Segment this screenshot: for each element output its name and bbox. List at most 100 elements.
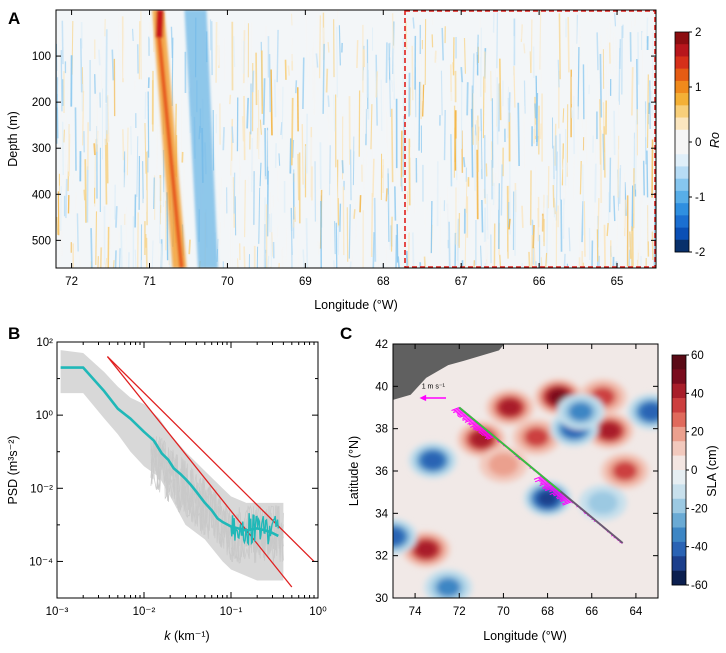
- ro-streak: [567, 17, 570, 73]
- current-vector: [464, 418, 474, 423]
- ro-streak: [622, 172, 626, 228]
- ro-streak: [598, 168, 602, 243]
- y-tick-label-b: 10⁻²: [30, 483, 53, 495]
- ro-streak: [293, 206, 297, 222]
- current-vector: [472, 425, 482, 430]
- ro-field: [56, 10, 656, 268]
- ro-streak: [430, 200, 433, 254]
- ro-streak: [472, 53, 475, 94]
- current-vector: [545, 486, 556, 492]
- colorbar-c-tick-label: 60: [691, 350, 704, 362]
- ro-streak: [441, 27, 444, 61]
- panel-c: C 1 m s⁻¹ 74 72 70 68 66 64 42 40 38 36 34 32 30 Lon…: [340, 324, 719, 643]
- ro-streak: [615, 36, 618, 76]
- ro-streak: [353, 209, 356, 219]
- ro-streak: [117, 17, 120, 66]
- ro-streak: [616, 206, 619, 266]
- ro-streak: [411, 45, 414, 101]
- cold-eddy-contour: [393, 528, 404, 545]
- ro-streak: [375, 71, 379, 98]
- ro-streak: [612, 31, 615, 85]
- ro-streak: [281, 249, 284, 268]
- ro-streak: [122, 172, 125, 188]
- panel-b: B 10⁻³ 10⁻² 10⁻¹ 10⁰ 10² 10⁰ 10⁻² 10⁻⁴ k (km⁻¹)…: [6, 324, 327, 643]
- ro-streak: [133, 80, 136, 90]
- ro-streak: [460, 66, 464, 83]
- ro-streak: [637, 241, 640, 253]
- ro-streak: [539, 10, 542, 70]
- axes-b-ticks: 10⁻³ 10⁻² 10⁻¹ 10⁰ 10² 10⁰ 10⁻² 10⁻⁴: [29, 337, 327, 618]
- ro-streak: [285, 227, 288, 263]
- ro-streak: [313, 65, 316, 116]
- ro-streak: [407, 232, 410, 268]
- axes-frame-b: [56, 341, 319, 599]
- ro-streak: [99, 247, 103, 268]
- ro-streak: [474, 64, 478, 133]
- ro-streak: [78, 255, 81, 268]
- ro-streak: [614, 12, 617, 27]
- ro-streak: [540, 215, 543, 268]
- x-tick-label-c: 72: [453, 606, 466, 618]
- ro-streak: [498, 58, 502, 121]
- current-vector: [539, 481, 550, 487]
- current-vector: [484, 433, 491, 437]
- warm-eddy-contour: [524, 427, 549, 447]
- colorbar-c-swatch: [672, 355, 686, 370]
- x-tick-label-b: 10⁻²: [133, 606, 156, 618]
- ro-streak: [402, 64, 405, 79]
- ro-streak: [422, 84, 425, 117]
- ro-streak: [617, 101, 620, 121]
- ro-streak: [578, 28, 582, 74]
- ro-streak: [362, 157, 366, 205]
- ro-streak: [517, 102, 520, 166]
- ro-streak: [243, 95, 246, 161]
- colorbar-a-swatch: [675, 190, 689, 204]
- ro-streak: [302, 249, 305, 268]
- ro-streak: [606, 28, 608, 51]
- reference-slope-line: [106, 356, 293, 588]
- ro-streak: [81, 90, 85, 146]
- x-tick-label-a: 70: [221, 276, 234, 288]
- y-tick-label-c: 36: [375, 466, 388, 478]
- current-vector: [545, 485, 554, 490]
- current-vector: [533, 475, 543, 480]
- ro-streak: [124, 137, 127, 170]
- ro-streak: [572, 156, 575, 200]
- ro-streak: [530, 19, 533, 73]
- ro-streak: [394, 169, 397, 187]
- ro-streak: [322, 43, 325, 114]
- colorbar-c-swatch: [672, 455, 686, 471]
- x-tick-label-c: 70: [497, 606, 510, 618]
- current-vector: [465, 417, 473, 422]
- ro-streak: [231, 126, 234, 143]
- ro-streak: [599, 53, 603, 118]
- ro-streak: [631, 67, 634, 116]
- ro-streak: [474, 124, 477, 136]
- current-vector: [552, 491, 561, 496]
- ro-streak: [131, 28, 134, 42]
- ro-streak: [356, 40, 359, 69]
- ro-streak: [90, 228, 93, 268]
- ro-streak: [98, 49, 101, 66]
- ro-streak: [496, 12, 498, 69]
- ro-streak: [76, 213, 79, 252]
- ro-streak: [120, 225, 123, 268]
- ro-streak: [508, 218, 511, 230]
- ro-streak: [596, 32, 599, 71]
- ro-streak: [61, 121, 64, 176]
- colorbar-a-swatch: [675, 166, 689, 179]
- colorbar-c-swatch: [672, 398, 686, 413]
- colorbar-a-swatch: [675, 239, 689, 253]
- colorbar-c-swatch: [672, 426, 686, 442]
- x-axis-label-a: Longitude (°W): [314, 298, 398, 312]
- current-vector: [560, 497, 570, 503]
- colorbar-a: 2 1 0 -1 -2: [674, 27, 705, 259]
- colorbar-c-swatch: [672, 498, 686, 514]
- colorbar-a-swatch: [675, 68, 689, 82]
- ro-streak: [276, 29, 279, 83]
- ro-streak: [423, 256, 426, 268]
- ro-streak: [162, 177, 165, 207]
- ro-streak: [617, 135, 620, 198]
- psd-individual-spectrum: [150, 437, 284, 563]
- ro-streak: [581, 112, 584, 129]
